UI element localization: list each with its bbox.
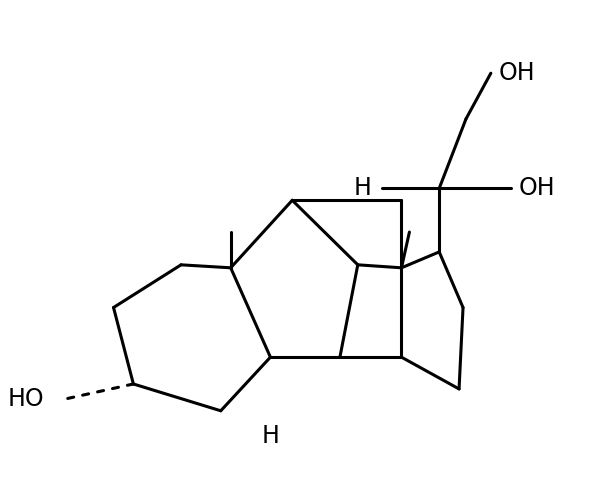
- Text: OH: OH: [519, 176, 555, 200]
- Text: H: H: [354, 176, 371, 200]
- Text: OH: OH: [499, 61, 536, 85]
- Text: H: H: [261, 424, 279, 448]
- Text: HO: HO: [7, 387, 44, 411]
